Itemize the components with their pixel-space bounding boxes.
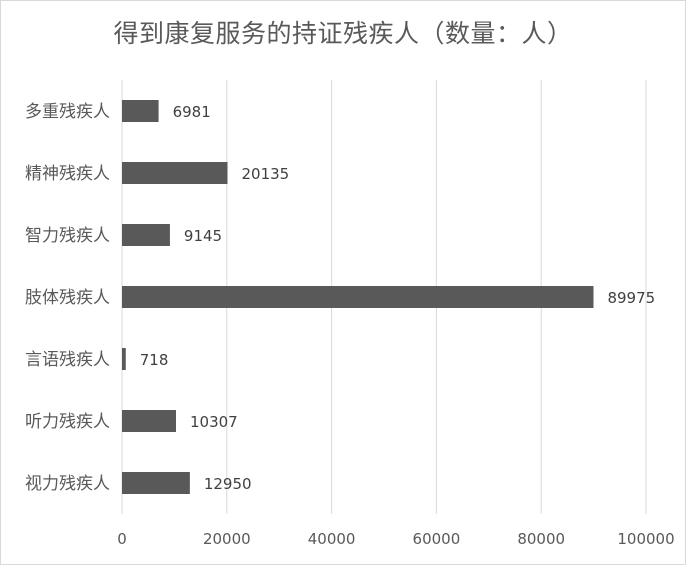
value-axis-tick-labels: 0 20000 40000 60000 80000 100000 [117,530,674,548]
bar-data-label: 20135 [242,165,290,183]
category-label: 多重残疾人 [25,102,110,122]
bar [122,162,228,184]
bar-data-label: 9145 [184,227,222,245]
category-label: 听力残疾人 [25,412,110,432]
category-label: 智力残疾人 [25,226,110,246]
bar-data-label: 10307 [190,413,238,431]
category-label: 肢体残疾人 [25,288,110,308]
x-tick-label: 100000 [617,530,674,548]
x-tick-label: 60000 [413,530,461,548]
bar-data-labels: 6981 20135 9145 89975 718 10307 12950 [140,103,655,493]
bars [122,100,594,494]
bar-data-label: 89975 [607,289,655,307]
bar [122,410,177,432]
bar [122,286,594,308]
x-tick-label: 20000 [203,530,251,548]
bar-data-label: 12950 [204,475,252,493]
category-label: 言语残疾人 [25,350,110,370]
bar [122,100,159,122]
bar-data-label: 718 [140,351,169,369]
bar [122,472,190,494]
x-tick-label: 80000 [517,530,565,548]
bar [122,348,126,370]
category-label: 视力残疾人 [25,474,110,494]
category-label: 精神残疾人 [25,164,110,184]
x-tick-label: 0 [117,530,127,548]
chart-title: 得到康复服务的持证残疾人（数量：人） [113,19,573,48]
bar [122,224,170,246]
x-tick-label: 40000 [308,530,356,548]
bar-data-label: 6981 [173,103,211,121]
